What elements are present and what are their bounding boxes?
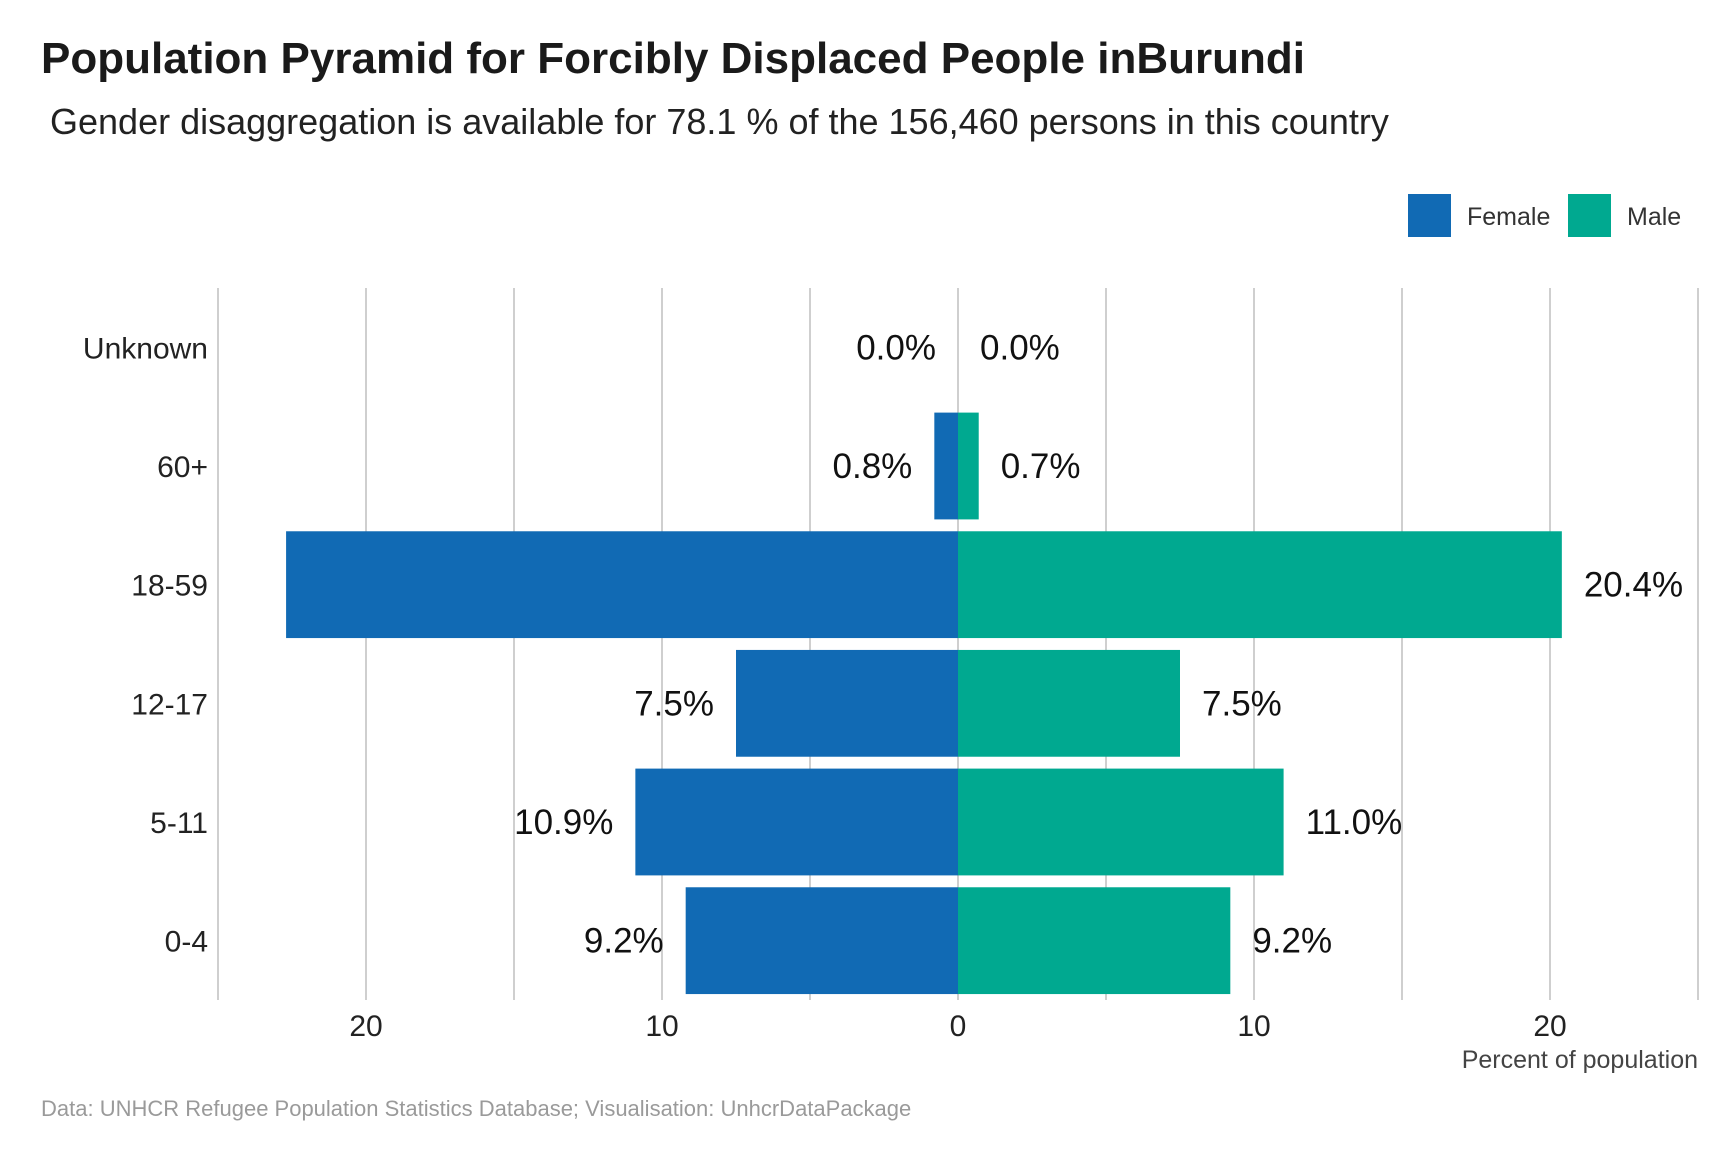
- legend: Female Male: [1408, 194, 1681, 237]
- category-label: 18-59: [131, 570, 208, 603]
- bar-male-1217: [958, 649, 1180, 757]
- data-label-male: 0.0%: [980, 328, 1060, 367]
- category-label: 5-11: [150, 807, 208, 840]
- bars: [286, 412, 1562, 995]
- category-label: 60+: [157, 451, 208, 484]
- gridlines: [217, 288, 1699, 1000]
- x-tick-label: 0: [950, 1010, 967, 1043]
- data-label-male: 0.7%: [1001, 447, 1081, 486]
- x-tick-label: 20: [1533, 1010, 1566, 1043]
- data-label-male: 11.0%: [1306, 803, 1403, 842]
- bar-male-1859: [958, 531, 1562, 639]
- data-label-female: 0.8%: [833, 447, 913, 486]
- data-label-male: 7.5%: [1202, 684, 1282, 723]
- bar-male-04: [958, 887, 1231, 995]
- value-axis: 20 10 0 10 20: [349, 1010, 1566, 1043]
- legend-label-female: Female: [1467, 203, 1550, 231]
- bar-female-60: [934, 412, 958, 520]
- chart-caption: Data: UNHCR Refugee Population Statistic…: [41, 1096, 911, 1121]
- data-label-female: 7.5%: [634, 684, 714, 723]
- data-label-male: 20.4%: [1584, 566, 1683, 605]
- legend-label-male: Male: [1627, 203, 1681, 231]
- chart-subtitle: Gender disaggregation is available for 7…: [50, 101, 1389, 142]
- category-axis: Unknown 60+ 18-59 12-17 5-11 0-4: [83, 332, 208, 958]
- legend-swatch-male: [1568, 194, 1611, 237]
- x-tick-label: 10: [645, 1010, 678, 1043]
- bar-female-1859: [286, 531, 959, 639]
- x-tick-label: 10: [1237, 1010, 1270, 1043]
- category-label: 12-17: [131, 688, 208, 721]
- x-axis-title: Percent of population: [1462, 1046, 1698, 1074]
- bar-female-1217: [736, 649, 958, 757]
- bar-male-60: [958, 412, 979, 520]
- data-label-female: 10.9%: [514, 803, 613, 842]
- chart-title: Population Pyramid for Forcibly Displace…: [41, 34, 1305, 83]
- data-labels: 0.0% 0.8% 7.5% 10.9% 9.2% 0.0% 0.7% 20.4% 7.5% 11…: [514, 328, 1683, 960]
- legend-swatch-female: [1408, 194, 1451, 237]
- data-label-female: 0.0%: [856, 328, 936, 367]
- x-tick-label: 20: [349, 1010, 382, 1043]
- data-label-male: 9.2%: [1252, 922, 1332, 961]
- category-label: Unknown: [83, 332, 208, 365]
- data-label-female: 9.2%: [584, 922, 664, 961]
- bar-female-04: [685, 887, 958, 995]
- bar-male-511: [958, 768, 1284, 876]
- category-label: 0-4: [165, 926, 208, 959]
- bar-female-511: [635, 768, 958, 876]
